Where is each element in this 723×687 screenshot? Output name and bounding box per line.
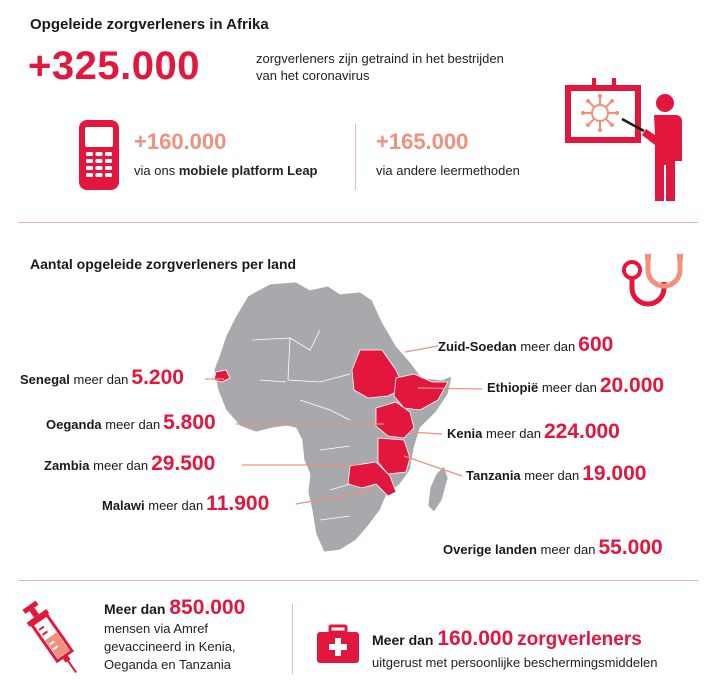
country-name: Zuid-Soedan — [438, 339, 517, 354]
stethoscope-icon — [622, 254, 683, 307]
label-senegal: Senegal meer dan 5.200 — [20, 366, 184, 390]
divider-vertical-top — [355, 124, 356, 190]
country-value: 55.000 — [598, 536, 663, 559]
section-title-per-country: Aantal opgeleide zorgverleners per land — [30, 256, 297, 272]
country-value: 19.000 — [582, 462, 647, 485]
kenia-uganda-region — [375, 401, 415, 439]
vaccinated-description: mensen via Amref gevaccineerd in Kenia, … — [104, 620, 236, 674]
equipped-suffix: zorgverleners — [517, 629, 642, 650]
vaccinated-line1: mensen via Amref — [104, 621, 209, 636]
label-oeganda: Oeganda meer dan 5.800 — [46, 411, 216, 435]
country-mid: meer dan — [73, 372, 129, 387]
divider-top — [18, 222, 698, 223]
total-desc-line2: van het coronavirus — [256, 68, 370, 83]
total-trained-number: +325.000 — [28, 44, 200, 88]
country-mid: meer dan — [540, 542, 596, 557]
leap-number: +160.000 — [134, 129, 227, 154]
country-value: 29.500 — [151, 452, 216, 475]
section-title-trained: Opgeleide zorgverleners in Afrika — [30, 16, 269, 33]
tanzania-region — [377, 437, 411, 475]
equipped-number: 160.000 — [437, 627, 514, 650]
ethiopia-region — [393, 373, 449, 411]
country-value: 20.000 — [599, 374, 665, 397]
zambia-malawi-region — [347, 461, 397, 497]
label-tanzania: Tanzania meer dan 19.000 — [466, 462, 646, 486]
country-name: Kenia — [447, 426, 483, 441]
leap-description: via ons mobiele platform Leap — [134, 162, 318, 179]
leap-desc-prefix: via ons — [134, 163, 179, 178]
country-name: Oeganda — [46, 417, 102, 432]
country-mid: meer dan — [93, 458, 149, 473]
divider-bottom — [18, 580, 698, 581]
country-mid: meer dan — [541, 380, 597, 395]
label-ethiopie: Ethiopië meer dan 20.000 — [487, 374, 664, 398]
country-name: Senegal — [20, 372, 70, 387]
sudan-region — [351, 349, 405, 399]
vaccinated-number: 850.000 — [169, 596, 246, 619]
country-name: Overige landen — [443, 542, 537, 557]
label-overige-landen: Overige landen meer dan 55.000 — [443, 536, 663, 560]
total-desc-line1: zorgverleners zijn getraind in het bestr… — [256, 51, 504, 66]
country-value: 600 — [578, 333, 614, 356]
country-name: Zambia — [44, 458, 90, 473]
country-value: 5.200 — [131, 366, 184, 389]
vaccinated-headline: Meer dan 850.000 — [104, 596, 245, 620]
leap-desc-bold: mobiele platform Leap — [178, 163, 318, 178]
country-name: Tanzania — [466, 468, 521, 483]
total-trained-description: zorgverleners zijn getraind in het bestr… — [256, 50, 504, 84]
label-kenia: Kenia meer dan 224.000 — [447, 420, 620, 444]
country-mid: meer dan — [148, 498, 204, 513]
label-zambia: Zambia meer dan 29.500 — [44, 452, 215, 476]
country-mid: meer dan — [105, 417, 161, 432]
equipped-description: uitgerust met persoonlijke beschermingsm… — [372, 655, 658, 670]
equipped-headline: Meer dan 160.000 zorgverleners — [372, 627, 642, 651]
country-name: Ethiopië — [487, 380, 539, 395]
country-value: 5.800 — [163, 411, 216, 434]
first-aid-kit-icon — [317, 624, 359, 663]
vaccinated-line3: Oeganda en Tanzania — [104, 657, 231, 672]
country-value: 224.000 — [543, 420, 620, 443]
other-methods-description: via andere leermethoden — [376, 163, 520, 178]
presenter-virus-icon — [565, 78, 682, 201]
vaccinated-prefix: Meer dan — [104, 601, 166, 617]
madagascar — [427, 465, 449, 513]
country-mid: meer dan — [524, 468, 580, 483]
africa-map — [213, 281, 453, 553]
other-methods-number: +165.000 — [376, 129, 469, 154]
country-mid: meer dan — [520, 339, 576, 354]
mobile-phone-icon — [79, 120, 119, 190]
country-value: 11.900 — [206, 492, 270, 515]
vaccinated-line2: gevaccineerd in Kenia, — [104, 639, 236, 654]
country-name: Malawi — [102, 498, 145, 513]
divider-vertical-bottom — [292, 604, 293, 674]
label-malawi: Malawi meer dan 11.900 — [102, 492, 269, 516]
syringe-icon — [22, 600, 77, 673]
label-zuid-soedan: Zuid-Soedan meer dan 600 — [438, 333, 613, 357]
country-mid: meer dan — [486, 426, 541, 441]
equipped-prefix: Meer dan — [372, 632, 434, 648]
